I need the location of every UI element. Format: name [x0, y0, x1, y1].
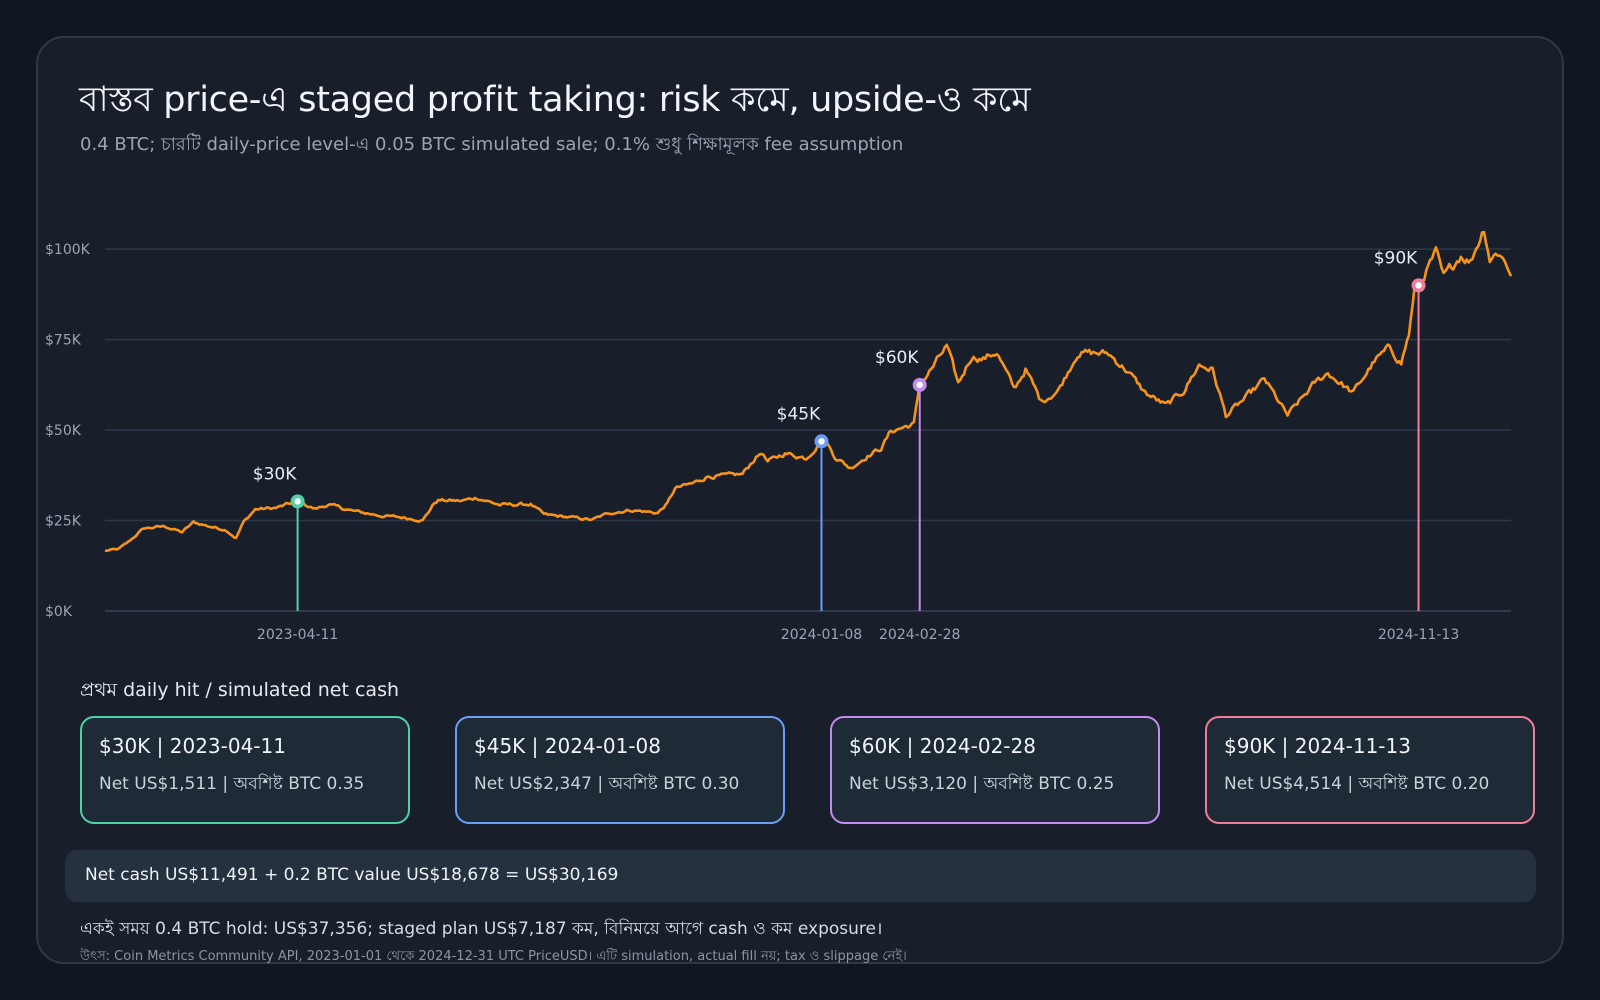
milestone-head: $90K | 2024-11-13 — [1224, 734, 1411, 758]
chart-title: বাস্তব price-এ staged profit taking: ris… — [79, 80, 1031, 120]
milestone-card-60k: $60K | 2024-02-28 Net US$3,120 | অবশিষ্ট… — [830, 716, 1160, 824]
marker-label: $45K — [777, 404, 821, 424]
milestone-detail: Net US$1,511 | অবশিষ্ট BTC 0.35 — [99, 774, 365, 794]
marker-dot-center — [294, 498, 301, 505]
milestones-title: প্রথম daily hit / simulated net cash — [80, 679, 400, 701]
summary-text: Net cash US$11,491 + 0.2 BTC value US$18… — [85, 865, 619, 885]
milestone-detail: Net US$3,120 | অবশিষ্ট BTC 0.25 — [849, 774, 1115, 794]
milestone-head: $30K | 2023-04-11 — [99, 734, 286, 758]
milestone-head: $45K | 2024-01-08 — [474, 734, 661, 758]
x-tick-label: 2024-02-28 — [879, 627, 960, 643]
marker-dot-center — [1415, 282, 1422, 289]
price-line — [104, 230, 1513, 553]
footnote: একই সময় 0.4 BTC hold: US$37,356; staged… — [80, 919, 883, 939]
price-chart: $0K $25K $50K $75K $100K 2023-04-11 2024-01-08… — [45, 230, 1513, 643]
y-tick-label: $50K — [45, 423, 82, 439]
milestone-head: $60K | 2024-02-28 — [849, 734, 1036, 758]
milestone-card-45k: $45K | 2024-01-08 Net US$2,347 | অবশিষ্ট… — [455, 716, 785, 824]
x-tick-label: 2024-11-13 — [1378, 627, 1459, 643]
milestone-card-30k: $30K | 2023-04-11 Net US$1,511 | অবশিষ্ট… — [80, 716, 410, 824]
summary-bar: Net cash US$11,491 + 0.2 BTC value US$18… — [65, 850, 1536, 902]
marker-label: $90K — [1374, 248, 1418, 268]
x-tick-label: 2024-01-08 — [781, 627, 862, 643]
y-tick-label: $100K — [45, 242, 91, 258]
milestone-detail: Net US$4,514 | অবশিষ্ট BTC 0.20 — [1224, 774, 1490, 794]
milestone-card-90k: $90K | 2024-11-13 Net US$4,514 | অবশিষ্ট… — [1205, 716, 1535, 824]
marker-dot-center — [818, 438, 825, 445]
marker-label: $60K — [875, 348, 919, 368]
y-tick-label: $75K — [45, 333, 82, 349]
milestone-detail: Net US$2,347 | অবশিষ্ট BTC 0.30 — [474, 774, 740, 794]
chart-subtitle: 0.4 BTC; চারটি daily-price level-এ 0.05 … — [80, 134, 904, 155]
marker-dot-center — [916, 381, 923, 389]
x-tick-label: 2023-04-11 — [257, 627, 338, 643]
source-note: উৎস: Coin Metrics Community API, 2023-01… — [80, 949, 907, 964]
y-tick-label: $0K — [45, 604, 73, 620]
y-tick-label: $25K — [45, 514, 82, 530]
marker-label: $30K — [253, 464, 297, 484]
